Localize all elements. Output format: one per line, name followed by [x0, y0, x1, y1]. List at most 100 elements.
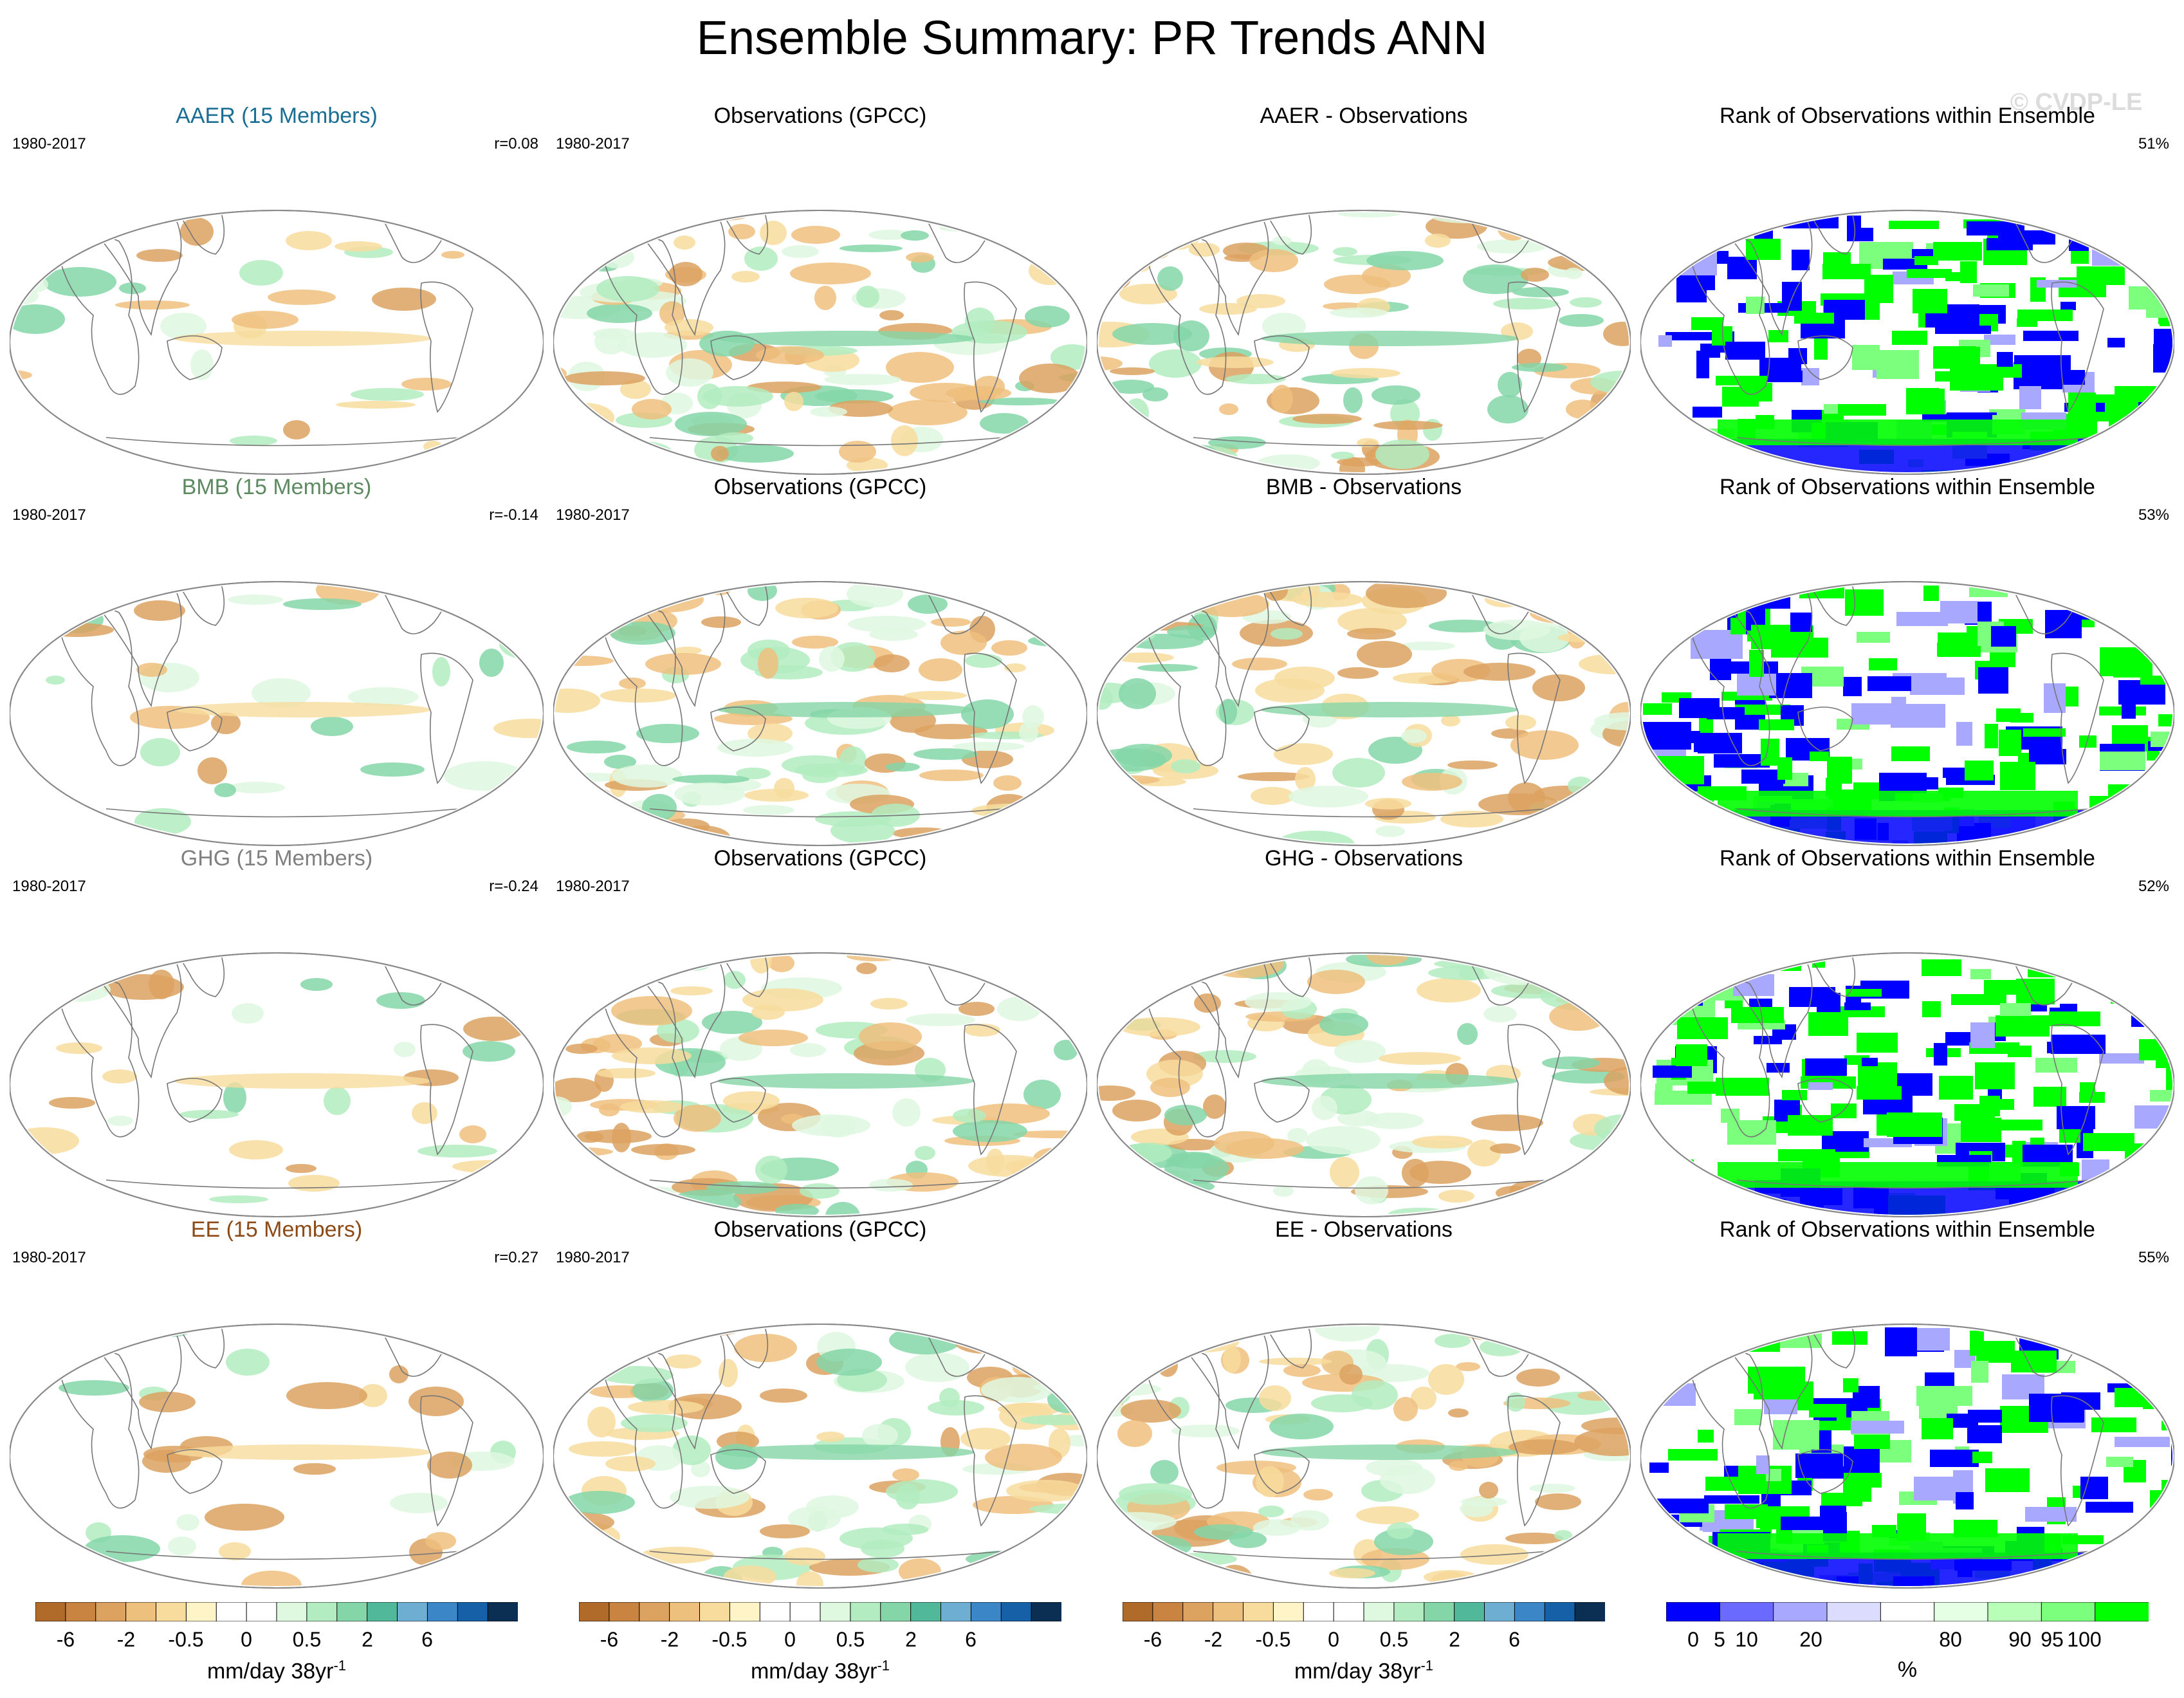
trend-patch: [479, 649, 504, 677]
trend-patch: [555, 815, 597, 836]
coastline: [1148, 212, 1561, 447]
field-shading: [1642, 584, 2172, 844]
rank-cell: [1933, 242, 1982, 261]
colorbar-units-label: mm/day 38yr-1: [35, 1657, 518, 1684]
colorbar-tick-label: 5: [1714, 1628, 1725, 1651]
rank-cell: [1761, 739, 1779, 766]
trend-patch: [1441, 715, 1460, 726]
trend-patch: [728, 224, 755, 239]
trend-patch: [1557, 613, 1598, 632]
trend-patch: [659, 955, 715, 961]
colorbar-swatch: [1000, 1601, 1032, 1622]
trend-patch: [1251, 787, 1294, 805]
colorbar-swatch: [1773, 1601, 1828, 1622]
equatorial-band: [1261, 1073, 1518, 1089]
rank-cell: [2079, 735, 2097, 748]
trend-patch: [790, 263, 871, 284]
trend-patch: [953, 1120, 1027, 1142]
rank-cell: [1972, 1452, 1992, 1463]
rank-cell: [1649, 422, 1673, 449]
rank-cell: [1991, 626, 2016, 647]
rank-cell: [1979, 1096, 2000, 1116]
colorbar-swatch: [1272, 1601, 1305, 1622]
trend-patch: [1238, 772, 1310, 781]
rank-cell: [1727, 1120, 1776, 1145]
trend-patch: [1330, 1157, 1359, 1188]
colorbar-swatch: [639, 1601, 670, 1622]
trend-patch: [1477, 239, 1546, 254]
trend-patch: [1555, 212, 1586, 238]
rank-cell: [2170, 1558, 2172, 1580]
trend-patch: [1269, 1414, 1334, 1439]
rank-cell: [1697, 587, 1725, 596]
period-label: 1980-2017: [12, 878, 86, 895]
trend-patch: [1099, 1168, 1130, 1177]
trend-patch: [1548, 254, 1615, 271]
trend-patch: [1119, 284, 1177, 304]
trend-patch: [12, 1156, 48, 1176]
trend-patch: [607, 584, 675, 609]
period-label: 1980-2017: [556, 878, 630, 895]
trend-patch: [1194, 1524, 1253, 1540]
trend-patch: [1052, 1547, 1085, 1565]
trend-patch: [856, 963, 877, 974]
trend-patch: [1433, 1326, 1502, 1334]
trend-patch: [594, 1332, 619, 1358]
trend-patch: [1343, 387, 1363, 413]
trend-patch: [632, 399, 672, 420]
rank-cell: [1885, 1327, 1917, 1356]
period-label: 1980-2017: [12, 1249, 86, 1266]
trend-patch: [1411, 1387, 1436, 1410]
rank-cell: [1653, 1573, 1703, 1586]
map-border: [553, 210, 1087, 475]
trend-patch: [228, 595, 283, 605]
trend-patch: [1314, 1326, 1380, 1342]
trend-patch: [1195, 591, 1269, 617]
rank-cell: [2100, 752, 2145, 770]
trend-patch: [463, 1017, 525, 1041]
coastline: [604, 584, 1017, 818]
rank-cell: [1997, 352, 2013, 367]
trend-patch: [868, 230, 911, 240]
trend-patch: [593, 955, 661, 961]
trend-patch: [1259, 1385, 1291, 1411]
rank-colorbar: 0 5 10 20 80 90 95 100%: [1666, 1601, 2149, 1692]
rank-cell: [2000, 1003, 2031, 1016]
rank-cell: [2171, 1441, 2172, 1466]
trend-patch: [1055, 955, 1085, 968]
colorbar-tick-label: 0: [1687, 1628, 1699, 1651]
panel-experiment-1: AAER (15 Members) 1980-2017 r=0.08: [10, 103, 544, 475]
trend-patch: [1329, 1568, 1375, 1578]
trend-patch: [612, 1123, 631, 1152]
trend-patch: [1274, 743, 1333, 765]
trend-patch: [1372, 385, 1420, 405]
rank-cell: [2029, 1394, 2084, 1422]
rank-cell: [2062, 370, 2085, 385]
rank-cell: [1999, 730, 2021, 756]
rank-cell: [1734, 1409, 1761, 1425]
trend-patch: [232, 1003, 264, 1024]
trend-patch: [1569, 1565, 1593, 1586]
panel-observations-2: Observations (GPCC) 1980-2017: [553, 474, 1087, 846]
trend-patch: [628, 1400, 704, 1414]
trend-patch: [571, 1360, 603, 1385]
panel-difference-4: EE - Observations: [1097, 1217, 1631, 1589]
rank-cell: [1934, 346, 1976, 355]
trend-patch: [1529, 1484, 1575, 1493]
trend-patch: [608, 1326, 663, 1347]
trend-patch: [1608, 245, 1627, 270]
trend-patch: [1610, 407, 1629, 438]
units-text: mm/day 38yr: [750, 1659, 877, 1684]
coastline: [1148, 1326, 1561, 1560]
colorbar-swatch: [820, 1601, 851, 1622]
trend-patch: [555, 265, 594, 275]
trend-patch: [1099, 627, 1124, 649]
trend-patch: [572, 787, 613, 810]
trend-patch: [971, 955, 1031, 969]
trend-patch: [555, 1326, 585, 1347]
colorbar-swatch: [2041, 1601, 2096, 1622]
trend-patch: [906, 252, 934, 263]
trend-patch: [1121, 1399, 1181, 1423]
trend-patch: [288, 1175, 340, 1192]
colorbar-tick-label: 100: [2067, 1628, 2102, 1651]
